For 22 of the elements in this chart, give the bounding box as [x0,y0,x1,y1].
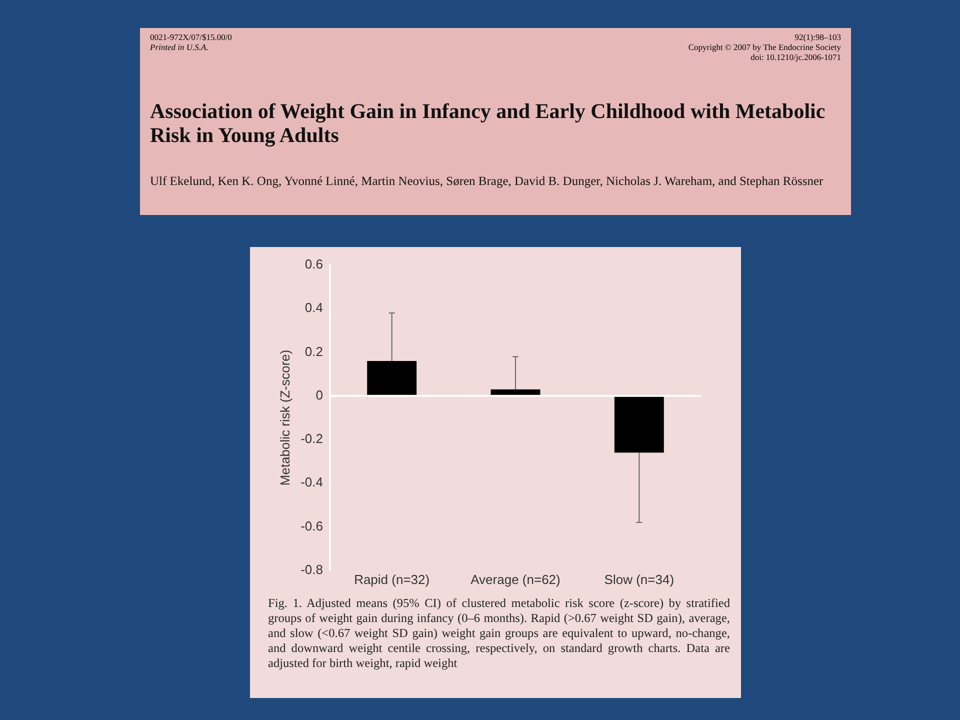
y-tick-label: -0.2 [300,431,323,446]
y-tick-label: -0.4 [300,474,323,490]
y-tick-label: 0.2 [304,344,323,359]
text: Copyright © 2007 by The Endocrine Society [688,42,841,52]
caption: Fig. 1. Adjusted means (95% CI) of clustered metabolic risk score (z-score) by stratified groups of weight gain during infancy (0–6 months). Rapid (>0.67 weight SD gain), average, and slow (<0.67 weight SD gain) weight gain groups are equivalent to upward, no-change, and downward weight centile crossing, respectively, on standard growth charts. Data are adjusted for birth weight, rapid weight [268,596,730,671]
text: 92(1):98–103 [794,32,841,42]
x-tick-label: Slow (n=34) [604,572,674,587]
text: Printed in U.S.A. [150,42,210,52]
y-axis-title: Metabolic risk (Z-score) [277,350,292,486]
text: 0021-972X/07/$15.00/0 [150,32,232,42]
y-tick-label: 0 [316,387,323,402]
y-tick-label: -0.8 [300,562,323,577]
bar [367,360,417,396]
y-tick-label: 0.4 [304,300,323,316]
bar [614,396,664,453]
chart-title: Association of Weight Gain in Infancy and Early Childhood with Metabolic Risk in Young Adults [150,99,826,147]
y-tick-label: -0.6 [300,518,323,534]
x-tick-label: Average (n=62) [470,572,560,587]
y-tick-label: 0.6 [304,256,323,272]
x-tick-label: Rapid (n=32) [354,572,430,587]
chart-subtitle: Ulf Ekelund, Ken K. Ong, Yvonné Linné, Martin Neovius, Søren Brage, David B. Dunger, Nicholas J. Wareham, and Stephan Rössner [150,173,824,189]
text: doi: 10.1210/jc.2006-1071 [750,52,841,62]
